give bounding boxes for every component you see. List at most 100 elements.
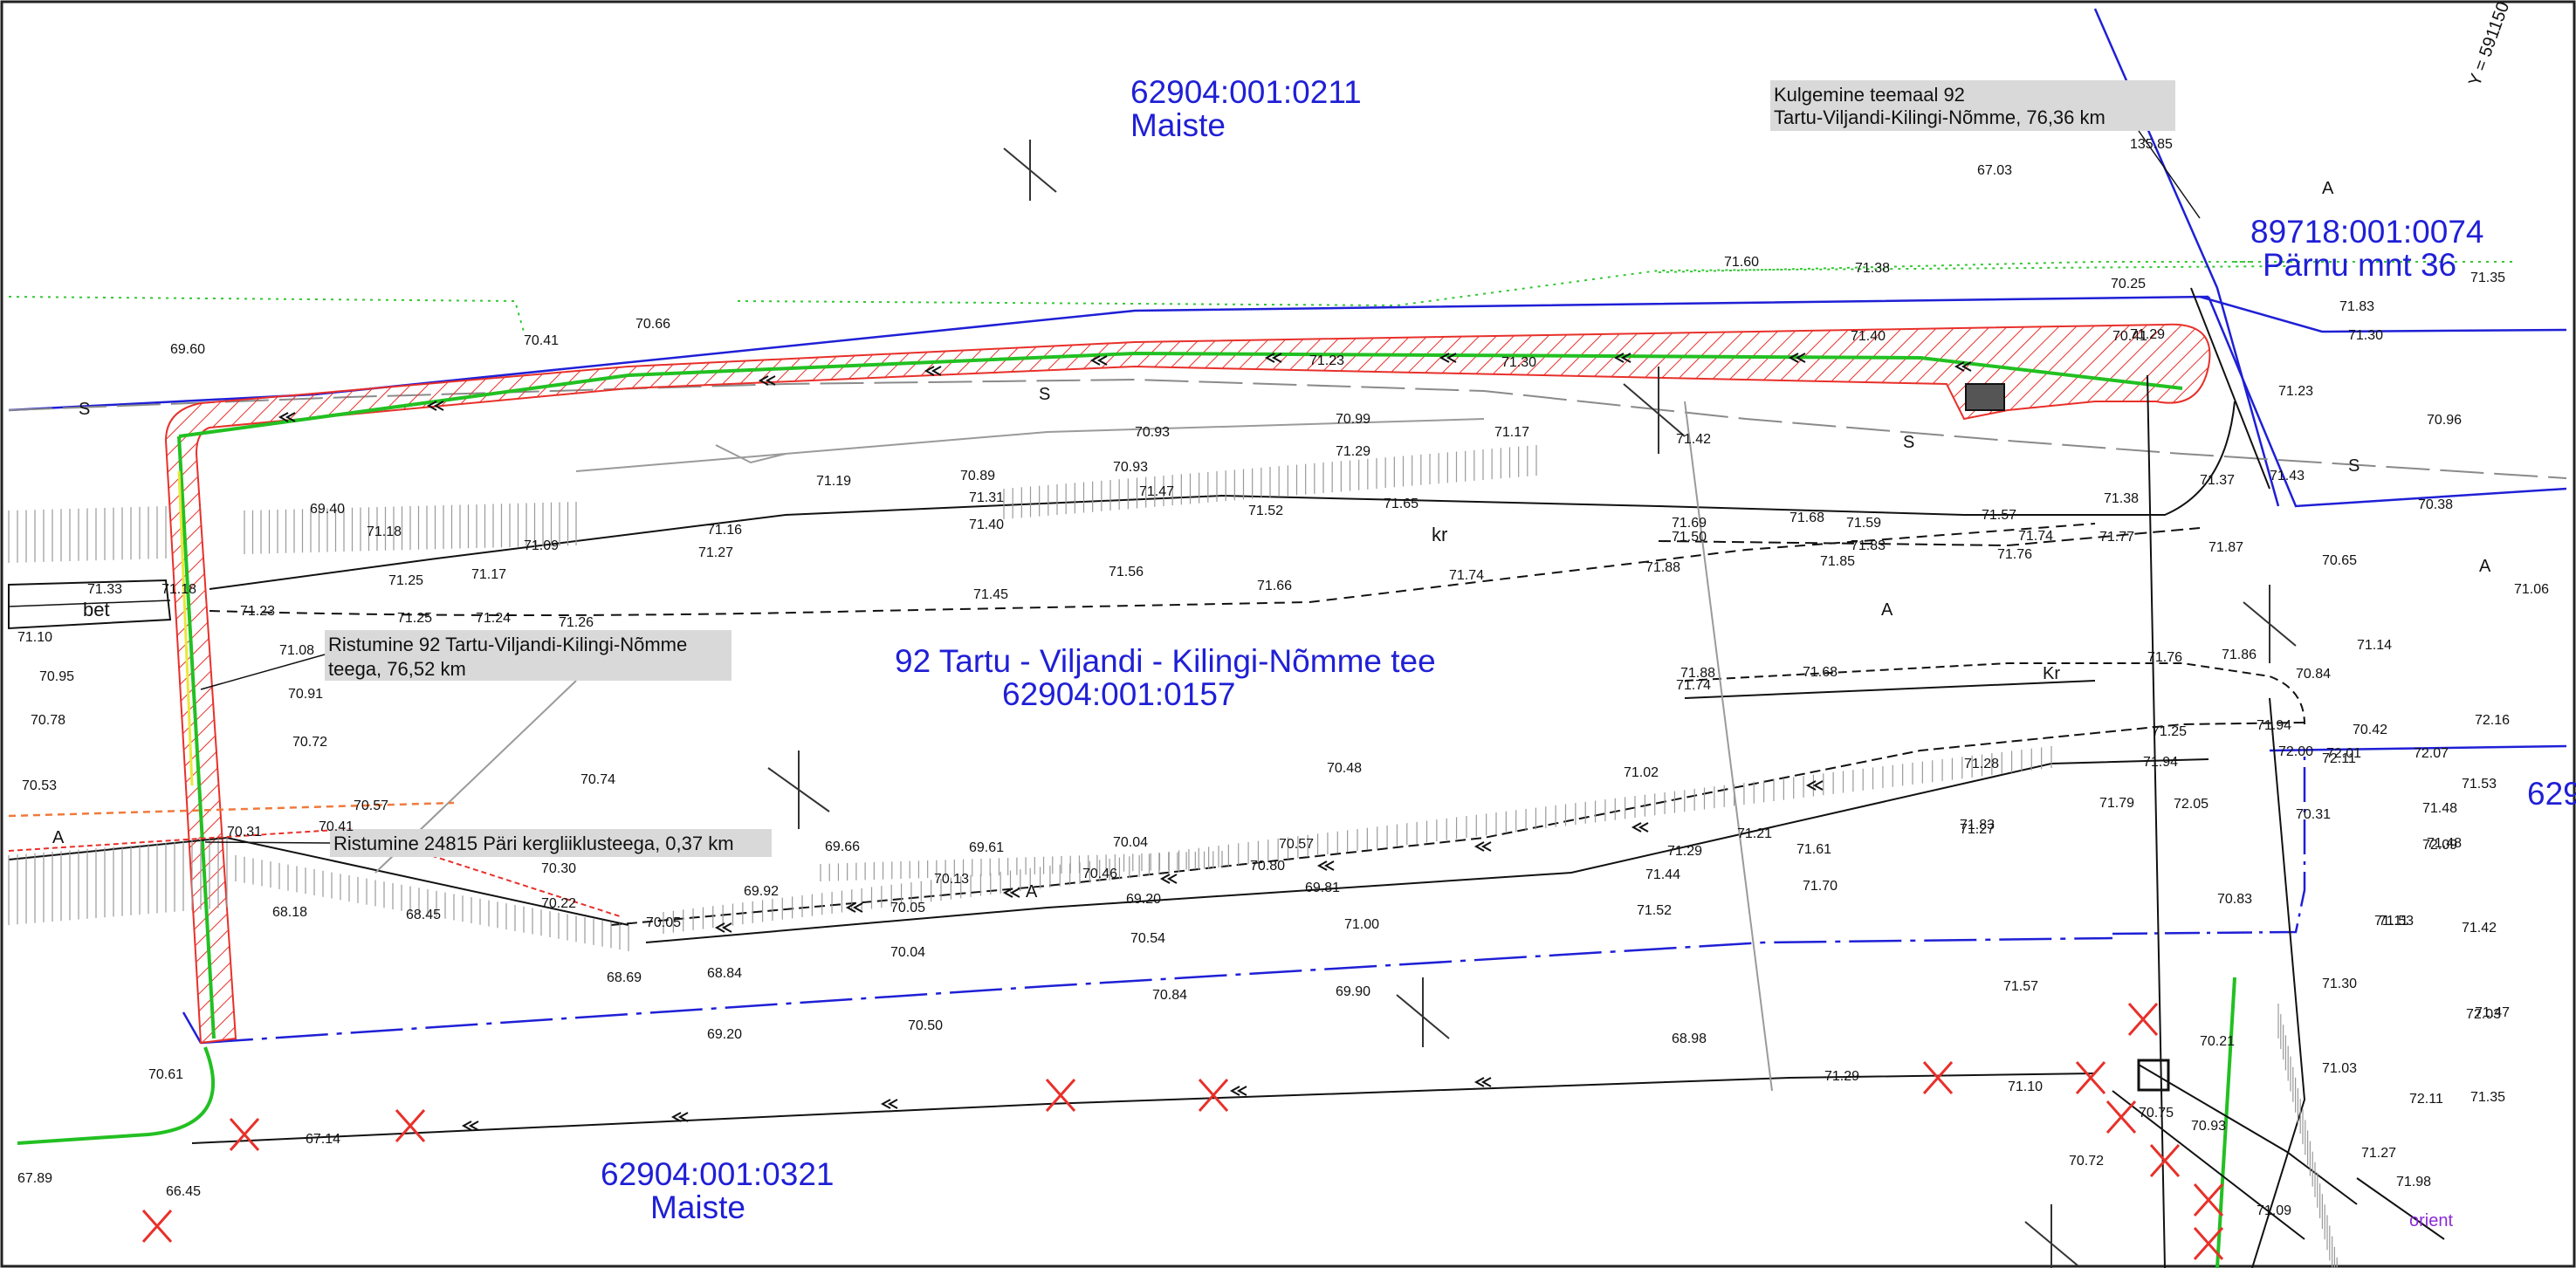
elevation-label: 70.13 — [934, 872, 969, 887]
flow-arrow — [1954, 361, 1972, 372]
elevation-label: 70.72 — [292, 735, 327, 750]
flow-arrow — [1229, 1086, 1247, 1096]
elevation-label: 71.25 — [397, 611, 432, 626]
removal-cross — [2075, 1061, 2106, 1094]
elevation-label: 71.02 — [1624, 765, 1659, 780]
elevation-label: 70.80 — [1250, 859, 1285, 874]
elevation-label: 70.84 — [2296, 667, 2331, 682]
removal-crosses — [141, 1003, 2224, 1260]
elevation-label: 71.57 — [2003, 979, 2038, 994]
note-ristumine24815: Ristumine 24815 Päri kergliiklusteega, 0… — [333, 833, 734, 854]
flow-arrow — [1788, 353, 1806, 363]
elevation-label: 70.95 — [39, 669, 74, 684]
elevation-label: 69.20 — [707, 1027, 742, 1042]
elevation-label: 72.11 — [2322, 751, 2356, 766]
elevation-label: 71.65 — [1384, 497, 1419, 511]
elevation-label: 71.26 — [559, 615, 594, 630]
elevation-label: 71.23 — [2278, 384, 2313, 399]
leader-lines — [200, 130, 2201, 844]
elevation-label: 71.56 — [1109, 565, 1144, 579]
elevation-label: 71.29 — [1667, 844, 1702, 859]
elevation-label: 70.41 — [319, 819, 354, 834]
elevation-label: 70.78 — [31, 713, 65, 728]
elevation-label: 72.11 — [2409, 1092, 2443, 1107]
parcel-0211-id: 62904:001:0211 — [1130, 74, 1362, 110]
elevation-label: 71.23 — [240, 604, 275, 619]
elevation-label: 71.68 — [1789, 511, 1824, 525]
elevation-label: 71.57 — [1982, 508, 2016, 523]
elevation-label: 70.04 — [1113, 835, 1148, 850]
elevation-label: 70.72 — [2069, 1154, 2104, 1169]
elevation-label: 71.74 — [1449, 568, 1484, 583]
elevation-label: 71.77 — [2099, 530, 2134, 545]
flow-arrow — [924, 366, 942, 376]
flow-arrow — [1473, 1077, 1492, 1087]
elevation-label: 71.25 — [388, 573, 423, 588]
flow-arrow — [1264, 353, 1282, 363]
parcel-boundaries — [8, 8, 2567, 1045]
orient-label: orient — [2409, 1211, 2453, 1230]
removal-cross — [2127, 1003, 2159, 1036]
elevation-label: 71.09 — [524, 538, 559, 553]
flow-arrow — [758, 375, 776, 386]
elevation-label: 71.06 — [2514, 582, 2549, 597]
elevation-label: 70.84 — [1152, 988, 1187, 1003]
orange-line — [8, 801, 455, 818]
elevation-label: 71.42 — [1676, 432, 1711, 447]
elevation-label: 72.07 — [2414, 746, 2449, 761]
flow-arrow — [1613, 353, 1631, 363]
elevation-label: 71.09 — [2257, 1203, 2291, 1218]
s-label-2: S — [1039, 385, 1050, 404]
elevation-label: 71.38 — [1855, 261, 1890, 276]
flow-arrows — [278, 353, 1972, 1131]
flow-arrow — [845, 902, 863, 913]
s-label-4: S — [2348, 456, 2360, 476]
elevation-label: 71.29 — [1336, 444, 1370, 459]
elevation-label: 70.42 — [2353, 723, 2387, 737]
a-label-1: A — [1881, 600, 1893, 620]
flow-arrow — [1473, 841, 1492, 852]
parcel-0211-name: Maiste — [1130, 107, 1226, 143]
elevation-label: 71.52 — [1637, 903, 1672, 918]
elevation-label: 71.45 — [973, 587, 1008, 602]
elevation-label: 71.83 — [1851, 538, 1886, 553]
elevation-label: 70.89 — [960, 469, 995, 483]
removal-cross — [1922, 1061, 1954, 1094]
elevation-label: 66.45 — [166, 1184, 201, 1199]
elevation-label: 71.17 — [1494, 425, 1529, 440]
vegetation-lines — [8, 261, 2514, 332]
elevation-label: 71.53 — [2379, 914, 2414, 929]
flow-arrow — [670, 1112, 689, 1122]
elevation-label: 71.94 — [2143, 755, 2178, 770]
elevation-label: 68.98 — [1672, 1032, 1707, 1046]
elevation-label: 70.41 — [524, 333, 559, 348]
a-label-3: A — [2479, 557, 2491, 576]
bet-label: bet — [83, 599, 110, 620]
elevation-label: 70.50 — [908, 1018, 943, 1033]
elevation-label: 71.68 — [1803, 665, 1838, 680]
elevation-label: 71.44 — [1645, 867, 1680, 882]
junction-box-icon — [2137, 1059, 2170, 1092]
kr-label: kr — [1432, 524, 1447, 545]
elevation-label: 71.19 — [816, 474, 851, 489]
elevation-label: 71.29 — [2130, 327, 2165, 342]
elevation-label: 71.50 — [1672, 530, 1707, 545]
elevation-label: 70.66 — [635, 317, 670, 332]
elevation-label: 70.41 — [2112, 329, 2147, 344]
elevation-label: 71.18 — [367, 524, 402, 539]
note-ristumine24815-box — [330, 829, 772, 857]
elevation-label: 71.74 — [1676, 678, 1711, 693]
elevation-label: 71.03 — [2322, 1061, 2357, 1076]
elevation-label: 71.85 — [1820, 554, 1855, 569]
elevation-label: 69.40 — [310, 502, 345, 517]
elevation-label: 71.59 — [1846, 516, 1881, 531]
elevation-label: 71.83 — [2339, 299, 2374, 314]
parcel-0074-name: Pärnu mnt 36 — [2263, 247, 2456, 283]
road-parcel-name: 92 Tartu - Viljandi - Kilingi-Nõmme tee — [895, 643, 1436, 679]
flow-arrow — [461, 1121, 479, 1131]
elevation-label: 70.83 — [2217, 892, 2252, 907]
removal-cross — [2149, 1144, 2181, 1177]
elevation-label: 71.35 — [2470, 271, 2505, 285]
yellow-segment — [177, 470, 194, 786]
elevation-label: 70.96 — [2427, 413, 2462, 428]
